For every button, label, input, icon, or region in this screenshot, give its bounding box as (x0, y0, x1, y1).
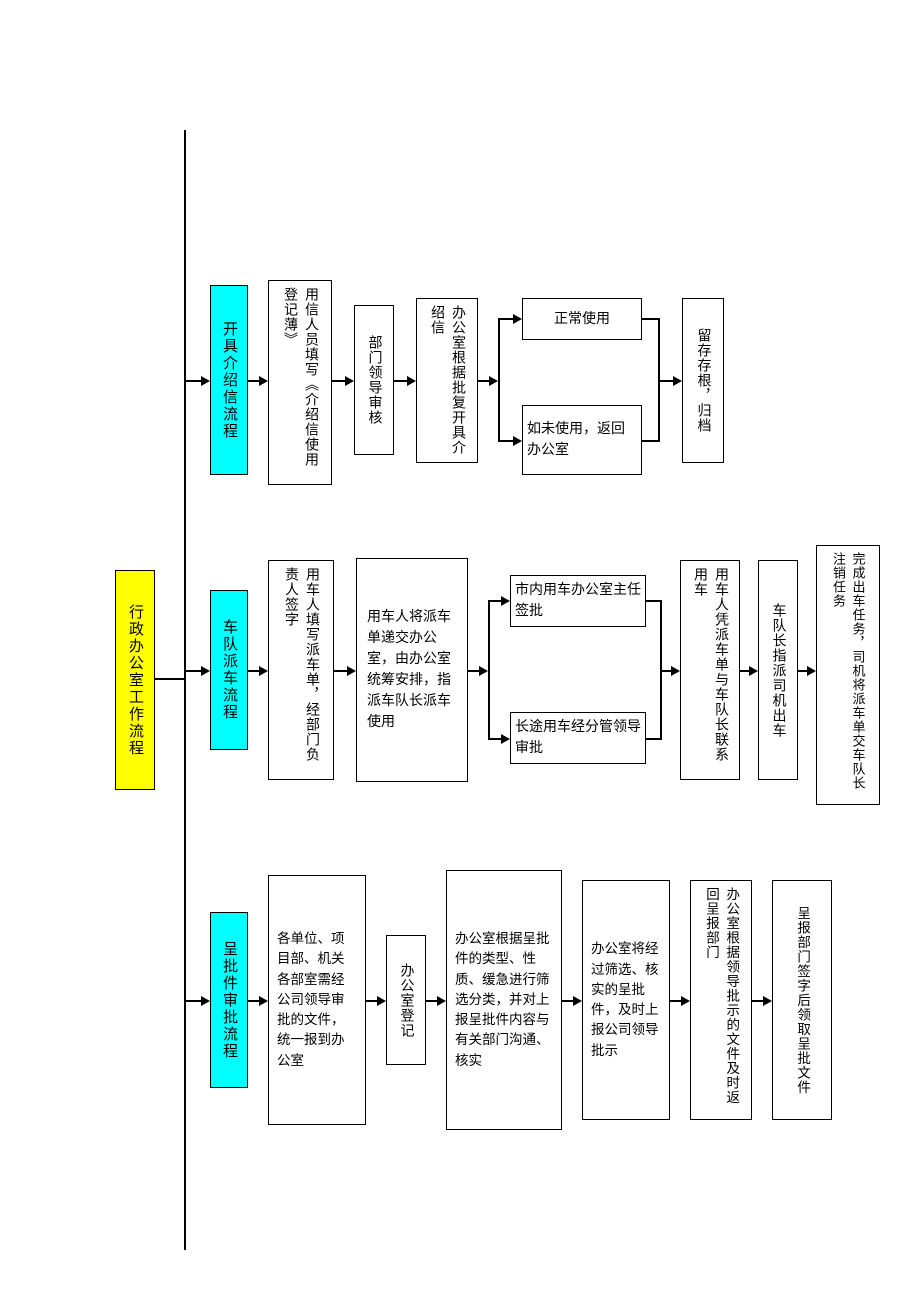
row3-step5: 办公室根据领导批示的文件及时返回呈报部门 (690, 880, 752, 1120)
main-title-box: 行政办公室工作流程 (115, 570, 155, 790)
row2-step1-text: 用车人填写派车单，经部门负责人签字 (280, 567, 322, 773)
row3-step3: 办公室根据呈批件的类型、性质、缓急进行筛选分类，并对上报呈批件内容与有关部门沟通… (446, 870, 562, 1130)
r3-a3 (437, 996, 446, 1006)
row3-step1-text: 各单位、项目部、机关各部室需经公司领导审批的文件，统一报到办公室 (277, 929, 357, 1071)
row1-step5-text: 留存存根，归档 (693, 328, 714, 433)
r2-split-v (488, 600, 490, 740)
r1-a3 (407, 376, 416, 386)
row3-step1: 各单位、项目部、机关各部室需经公司领导审批的文件，统一报到办公室 (268, 875, 366, 1125)
r2-split-top-a (501, 596, 510, 606)
row1-step2-text: 部门领导审核 (364, 335, 385, 425)
row3-step3-text: 办公室根据呈批件的类型、性质、缓急进行筛选分类，并对上报呈批件内容与有关部门沟通… (455, 929, 553, 1071)
row3-branch-arrow (201, 996, 210, 1006)
row2-branch-top-text: 市内用车办公室主任签批 (515, 580, 641, 622)
r1-a2 (345, 376, 354, 386)
row3-step6-text: 呈报部门签字后领取呈批文件 (792, 906, 812, 1095)
row1-step2: 部门领导审核 (354, 305, 394, 455)
row2-branch-arrow (201, 666, 210, 676)
row3-step2: 办公室登记 (386, 935, 426, 1065)
row2-title-box: 车队派车流程 (210, 590, 248, 750)
row1-step1: 用信人员填写《介绍信使用登记薄》 (268, 280, 332, 485)
row1-step5: 留存存根，归档 (682, 298, 724, 463)
main-title-connector (155, 678, 184, 680)
row1-title: 开具介绍信流程 (217, 321, 241, 440)
r1-a4 (489, 376, 498, 386)
row1-step1-text: 用信人员填写《介绍信使用登记薄》 (279, 287, 321, 478)
row1-branch-bot-text: 如未使用，返回办公室 (527, 419, 637, 461)
row1-step3: 办公室根据批复开具介绍信 (416, 298, 478, 463)
r1-split-v (498, 318, 500, 442)
row3-step2-text: 办公室登记 (396, 963, 417, 1038)
r2-split-bot-a (501, 734, 510, 744)
r3-a6 (763, 996, 772, 1006)
r3-a1 (259, 996, 268, 1006)
row2-step5-text: 车队长指派司机出车 (768, 603, 789, 738)
row2-branch-bot-text: 长途用车经分管领导审批 (515, 717, 641, 759)
row2-branch-top: 市内用车办公室主任签批 (510, 575, 646, 627)
r3-a4 (573, 996, 582, 1006)
r2-a6 (807, 666, 816, 676)
row3-step5-text: 办公室根据领导批示的文件及时返回呈报部门 (701, 887, 742, 1113)
main-title: 行政办公室工作流程 (123, 604, 147, 757)
row3-step6: 呈报部门签字后领取呈批文件 (772, 880, 832, 1120)
row1-branch-top: 正常使用 (522, 298, 642, 340)
row2-step6: 完成出车任务，司机将派车单交车队长注销任务 (816, 545, 880, 805)
r1-a1 (259, 376, 268, 386)
r1-merge-a (673, 376, 682, 386)
row1-branch-arrow (201, 376, 210, 386)
r2-merge-a (671, 666, 680, 676)
row2-step5: 车队长指派司机出车 (758, 560, 798, 780)
row2-step2-text: 用车人将派车单递交办公室，由办公室统筹安排，指派车队长派车使用 (367, 607, 457, 733)
row2-step6-text: 完成出车任务，司机将派车单交车队长注销任务 (829, 552, 868, 798)
main-spine (184, 130, 186, 1250)
row3-step4: 办公室将经过筛选、核实的呈批件，及时上报公司领导批示 (582, 880, 670, 1120)
row2-branch-bot: 长途用车经分管领导审批 (510, 712, 646, 764)
row2-title: 车队派车流程 (217, 619, 241, 721)
r1-split-bot-a (513, 436, 522, 446)
r2-a2 (347, 666, 356, 676)
row1-step3-text: 办公室根据批复开具介绍信 (426, 305, 468, 456)
row2-step2: 用车人将派车单递交办公室，由办公室统筹安排，指派车队长派车使用 (356, 558, 468, 782)
row3-step4-text: 办公室将经过筛选、核实的呈批件，及时上报公司领导批示 (591, 939, 661, 1061)
row3-title: 呈批件审批流程 (217, 941, 241, 1060)
r2-a5 (749, 666, 758, 676)
r2-a3 (479, 666, 488, 676)
row1-branch-top-text: 正常使用 (554, 309, 610, 330)
r3-a5 (681, 996, 690, 1006)
row2-step4: 用车人凭派车单与车队长联系用车 (680, 560, 740, 780)
r3-a2 (377, 996, 386, 1006)
row1-branch-bot: 如未使用，返回办公室 (522, 405, 642, 475)
r1-split-top-a (513, 314, 522, 324)
row2-step4-text: 用车人凭派车单与车队长联系用车 (689, 567, 731, 773)
r2-a1 (259, 666, 268, 676)
row1-title-box: 开具介绍信流程 (210, 285, 248, 475)
row3-title-box: 呈批件审批流程 (210, 912, 248, 1088)
row2-step1: 用车人填写派车单，经部门负责人签字 (268, 560, 334, 780)
